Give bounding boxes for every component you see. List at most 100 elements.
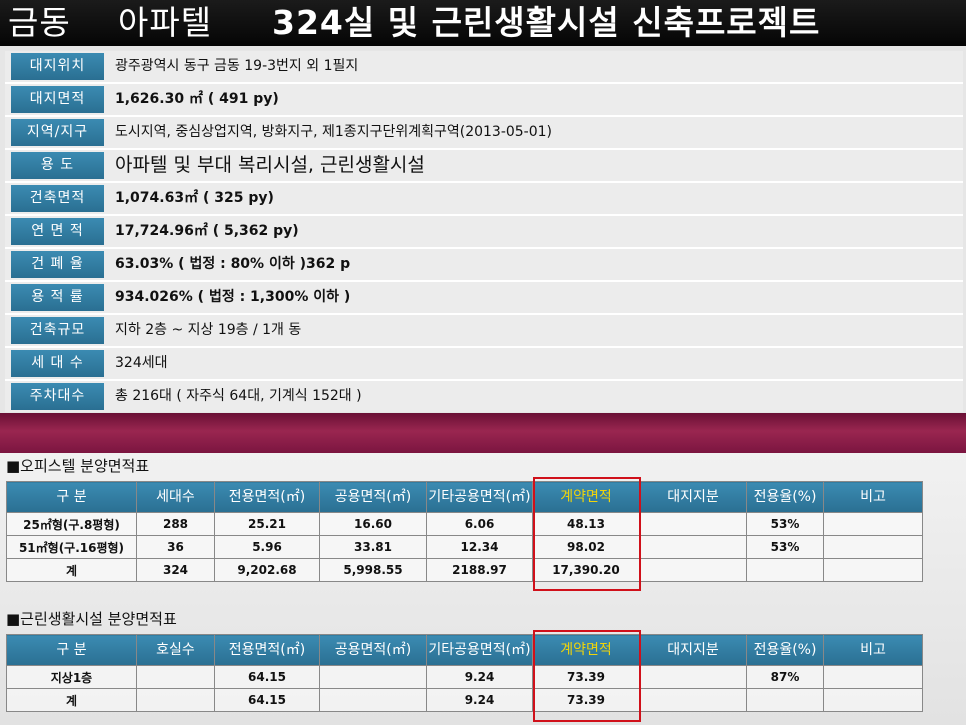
header-cell: 전용면적(㎡) — [214, 634, 320, 666]
info-label: 지역/지구 — [11, 119, 104, 146]
info-value: 1,626.30 ㎡ ( 491 py) — [115, 91, 279, 107]
header-cell: 기타공용면적(㎡) — [426, 481, 533, 513]
officetel-table-title: ■오피스텔 분양면적표 — [6, 457, 150, 475]
header-cell: 대지지분 — [639, 481, 747, 513]
officetel-area-table: 구 분 세대수 전용면적(㎡) 공용면적(㎡) 기타공용면적(㎡) 계약면적 대… — [6, 481, 923, 582]
contract-area-highlight-box — [533, 630, 641, 722]
table-cell — [639, 665, 747, 689]
table-cell: 계 — [6, 558, 137, 582]
table-cell: 64.15 — [214, 688, 320, 712]
info-row: 용 적 률 934.026% ( 법정 : 1,300% 이하 ) — [5, 282, 963, 315]
table-row: 25㎡형(구.8평형) 288 25.21 16.60 6.06 48.13 5… — [6, 512, 923, 536]
title-part-2: 아파텔 — [118, 3, 213, 42]
info-row: 세 대 수 324세대 — [5, 348, 963, 381]
header-cell: 전용율(%) — [746, 481, 824, 513]
header-cell: 공용면적(㎡) — [319, 481, 427, 513]
info-value: 도시지역, 중심상업지역, 방화지구, 제1종지구단위계획구역(2013-05-… — [115, 124, 553, 140]
info-label: 주차대수 — [11, 383, 104, 410]
table-cell: 16.60 — [319, 512, 427, 536]
table-row: 51㎡형(구.16평형) 36 5.96 33.81 12.34 98.02 5… — [6, 535, 923, 559]
table-cell — [319, 688, 427, 712]
info-row: 대지면적 1,626.30 ㎡ ( 491 py) — [5, 84, 963, 117]
table-cell: 5.96 — [214, 535, 320, 559]
table-cell: 98.02 — [532, 535, 640, 559]
table-header-row: 구 분 세대수 전용면적(㎡) 공용면적(㎡) 기타공용면적(㎡) 계약면적 대… — [6, 481, 923, 513]
info-row: 건 폐 율 63.03% ( 법정 : 80% 이하 )362 p — [5, 249, 963, 282]
decorative-stripe — [0, 413, 966, 453]
table-cell: 17,390.20 — [532, 558, 640, 582]
info-row: 주차대수 총 216대 ( 자주식 64대, 기계식 152대 ) — [5, 381, 963, 412]
info-label: 건 폐 율 — [11, 251, 104, 278]
table-cell — [823, 688, 923, 712]
table-cell: 9.24 — [426, 665, 533, 689]
table-cell — [319, 665, 427, 689]
table-cell: 324 — [136, 558, 215, 582]
contract-area-highlight-box — [533, 477, 641, 591]
info-row: 건축규모 지하 2층 ~ 지상 19층 / 1개 동 — [5, 315, 963, 348]
table-cell — [136, 665, 215, 689]
table-cell — [639, 535, 747, 559]
info-row: 연 면 적 17,724.96㎡ ( 5,362 py) — [5, 216, 963, 249]
info-value: 아파텔 및 부대 복리시설, 근린생활시설 — [115, 154, 425, 176]
table-cell: 9.24 — [426, 688, 533, 712]
table-cell: 9,202.68 — [214, 558, 320, 582]
retail-area-table: 구 분 호실수 전용면적(㎡) 공용면적(㎡) 기타공용면적(㎡) 계약면적 대… — [6, 634, 923, 712]
header-cell: 전용율(%) — [746, 634, 824, 666]
info-value: 324세대 — [115, 355, 168, 371]
table-header-row: 구 분 호실수 전용면적(㎡) 공용면적(㎡) 기타공용면적(㎡) 계약면적 대… — [6, 634, 923, 666]
table-cell: 87% — [746, 665, 824, 689]
header-cell: 비고 — [823, 481, 923, 513]
info-label: 세 대 수 — [11, 350, 104, 377]
header-cell: 호실수 — [136, 634, 215, 666]
table-cell: 288 — [136, 512, 215, 536]
table-cell: 12.34 — [426, 535, 533, 559]
table-cell — [746, 558, 824, 582]
table-cell — [823, 558, 923, 582]
info-label: 연 면 적 — [11, 218, 104, 245]
info-value: 17,724.96㎡ ( 5,362 py) — [115, 223, 299, 239]
info-label: 용 적 률 — [11, 284, 104, 311]
info-value: 63.03% ( 법정 : 80% 이하 )362 p — [115, 256, 351, 272]
table-cell: 53% — [746, 512, 824, 536]
table-cell — [823, 535, 923, 559]
table-cell: 5,998.55 — [319, 558, 427, 582]
table-total-row: 계 64.15 9.24 73.39 — [6, 688, 923, 712]
info-label: 용 도 — [11, 152, 104, 179]
header-cell: 공용면적(㎡) — [319, 634, 427, 666]
table-cell: 지상1층 — [6, 665, 137, 689]
info-label: 대지면적 — [11, 86, 104, 113]
area-tables-section: ■오피스텔 분양면적표 구 분 세대수 전용면적(㎡) 공용면적(㎡) 기타공용… — [0, 453, 966, 725]
info-value: 광주광역시 동구 금동 19-3번지 외 1필지 — [115, 58, 359, 74]
info-row: 지역/지구 도시지역, 중심상업지역, 방화지구, 제1종지구단위계획구역(20… — [5, 117, 963, 150]
info-label: 대지위치 — [11, 53, 104, 80]
title-banner: 금동 아파텔 324실 및 근린생활시설 신축프로젝트 — [0, 0, 966, 46]
info-value: 총 216대 ( 자주식 64대, 기계식 152대 ) — [115, 388, 362, 404]
table-cell: 73.39 — [532, 665, 640, 689]
table-cell: 73.39 — [532, 688, 640, 712]
table-cell — [136, 688, 215, 712]
header-cell: 구 분 — [6, 634, 137, 666]
info-row: 대지위치 광주광역시 동구 금동 19-3번지 외 1필지 — [5, 51, 963, 84]
table-cell: 51㎡형(구.16평형) — [6, 535, 137, 559]
table-cell — [639, 558, 747, 582]
table-row: 지상1층 64.15 9.24 73.39 87% — [6, 665, 923, 689]
table-cell — [823, 512, 923, 536]
header-cell: 전용면적(㎡) — [214, 481, 320, 513]
header-cell: 비고 — [823, 634, 923, 666]
table-cell: 25.21 — [214, 512, 320, 536]
table-cell: 36 — [136, 535, 215, 559]
table-cell: 33.81 — [319, 535, 427, 559]
table-cell — [639, 688, 747, 712]
title-part-1: 금동 — [8, 3, 71, 42]
header-cell-contract-area: 계약면적 — [532, 481, 640, 513]
info-label: 건축규모 — [11, 317, 104, 344]
project-info-table: 대지위치 광주광역시 동구 금동 19-3번지 외 1필지 대지면적 1,626… — [5, 51, 963, 412]
info-value: 934.026% ( 법정 : 1,300% 이하 ) — [115, 289, 351, 305]
table-cell: 64.15 — [214, 665, 320, 689]
info-row: 건축면적 1,074.63㎡ ( 325 py) — [5, 183, 963, 216]
info-value: 1,074.63㎡ ( 325 py) — [115, 190, 274, 206]
header-cell: 구 분 — [6, 481, 137, 513]
table-cell: 계 — [6, 688, 137, 712]
header-cell-contract-area: 계약면적 — [532, 634, 640, 666]
table-cell: 6.06 — [426, 512, 533, 536]
